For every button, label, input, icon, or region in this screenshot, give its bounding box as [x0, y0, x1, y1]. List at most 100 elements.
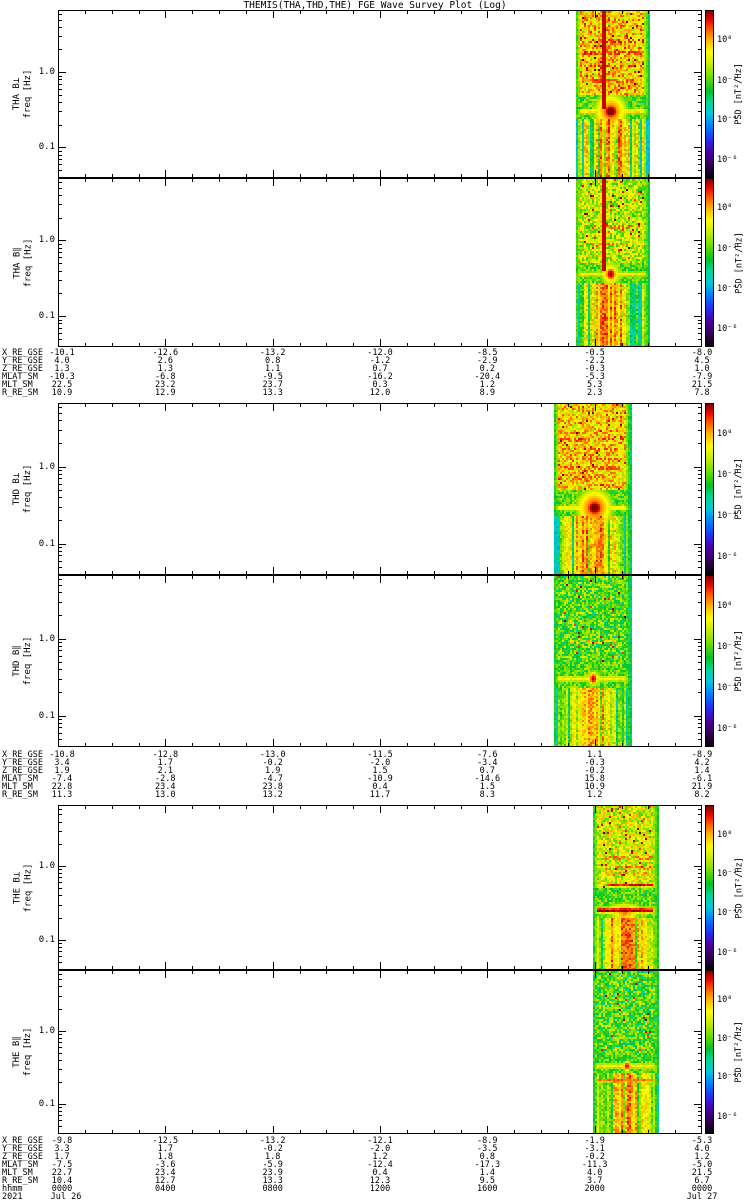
ephemeris-row-label: Z_RE_GSE	[2, 364, 43, 374]
ephemeris-value: -17.3	[474, 1160, 501, 1170]
ephemeris-value: -12.0	[367, 348, 393, 358]
colorbar-tick-label: 10⁻⁶	[717, 155, 738, 166]
ephemeris-value: -7.6	[477, 750, 498, 760]
colorbar-tick-label: 10⁻⁴	[717, 115, 738, 126]
ephemeris-value: 22.8	[51, 782, 73, 792]
ephemeris-value: -2.2	[584, 356, 605, 366]
ephemeris-value: 23.8	[262, 782, 283, 792]
ephemeris-value: 1.2	[587, 790, 603, 800]
ephemeris-value: -11.5	[367, 750, 393, 760]
ephemeris-value: 0.7	[372, 364, 388, 374]
ephemeris-value: 0.8	[265, 356, 281, 366]
ephemeris-value: 15.8	[584, 774, 605, 784]
ephemeris-value: 2.1	[157, 766, 173, 776]
thd-bpar-axis-label: THD B∥ freq [Hz]	[12, 575, 36, 747]
freq-axis-label: freq [Hz]	[23, 1027, 33, 1077]
ephemeris-value: 0.7	[479, 766, 495, 776]
ephemeris-row-label: R_RE_SM	[2, 1176, 38, 1186]
colorbar-tick-label: 10⁻⁴	[717, 510, 738, 521]
ephemeris-value: 2.3	[587, 388, 603, 398]
ephemeris-value: 1.3	[157, 364, 173, 374]
ephemeris-value: -3.4	[477, 758, 498, 768]
ephemeris-row-label: X_RE_GSE	[2, 1136, 43, 1146]
ephemeris-value: 1.2	[479, 380, 495, 390]
tha-bpar-axis-label: THA B∥ freq [Hz]	[12, 178, 36, 347]
ephemeris-value: -11.3	[581, 1160, 608, 1170]
colorbar-tick-label: 10⁻²	[717, 470, 738, 481]
ephemeris-value: -0.2	[262, 1144, 283, 1154]
panel-name-label: THE B⊥	[12, 871, 22, 904]
freq-tick-label: 1.0	[38, 1025, 55, 1036]
ephemeris-value: -8.9	[477, 1136, 498, 1146]
ephemeris-value: 5.3	[587, 380, 603, 390]
ephemeris-value: -12.4	[367, 1160, 393, 1170]
ephemeris-value: 1.7	[157, 758, 173, 768]
ephemeris-value: 1.9	[265, 766, 281, 776]
ephemeris-row-label: Z_RE_GSE	[2, 1152, 43, 1162]
time-tick-label: 2000	[584, 1184, 605, 1194]
ephemeris-value: -3.6	[155, 1160, 176, 1170]
ephemeris-value: 1.4	[479, 1168, 495, 1178]
ephemeris-value: 21.5	[691, 380, 713, 390]
colorbar-axis-label: PSD [nT²/Hz]	[734, 231, 744, 294]
colorbar-tick-label: 10⁰	[717, 600, 733, 611]
freq-axis-label: freq [Hz]	[23, 636, 33, 686]
colorbar-axis-label: PSD [nT²/Hz]	[734, 630, 744, 692]
ephemeris-row-label: MLT_SM	[2, 782, 33, 792]
ephemeris-value: 23.4	[155, 1168, 176, 1178]
year-label: 2021	[2, 1192, 23, 1200]
ephemeris-value: -7.5	[51, 1160, 73, 1170]
colorbar-tick-label: 10⁻⁶	[717, 947, 738, 958]
colorbar-tick-label: 10⁻⁶	[717, 723, 738, 734]
ephemeris-value: 4.0	[694, 1144, 710, 1154]
freq-axis-label: freq [Hz]	[23, 464, 33, 514]
ephemeris-value: 4.5	[694, 356, 710, 366]
ephemeris-value: 1.1	[265, 364, 281, 374]
ephemeris-value: 3.3	[54, 1144, 70, 1154]
thd-bpar-spectrogram	[58, 575, 702, 747]
tha-bpar-spectrogram	[58, 178, 702, 347]
ephemeris-value: 4.2	[694, 758, 710, 768]
colorbar-tick-label: 10⁻⁴	[717, 1072, 738, 1083]
the-bpar-axis-label: THE B∥ freq [Hz]	[12, 970, 36, 1134]
ephemeris-value: 23.7	[262, 380, 283, 390]
ephemeris-value: 1.0	[694, 364, 710, 374]
ephemeris-value: 1.7	[157, 1144, 173, 1154]
ephemeris-value: -0.2	[262, 758, 283, 768]
ephemeris-row-label: X_RE_GSE	[2, 348, 43, 358]
start-date-label: Jul 26	[50, 1192, 82, 1200]
ephemeris-value: 4.0	[587, 1168, 603, 1178]
thd-bperp-axis-label: THD B⊥ freq [Hz]	[12, 403, 36, 575]
colorbar-axis-label: PSD [nT²/Hz]	[734, 856, 744, 919]
ephemeris-value: -8.0	[691, 348, 713, 358]
ephemeris-value: -13.2	[259, 1136, 286, 1146]
ephemeris-value: -16.2	[367, 372, 393, 382]
colorbar-tick-label: 10⁻⁴	[717, 908, 738, 919]
freq-tick-label: 1.0	[38, 67, 55, 78]
ephemeris-value: -9.5	[262, 372, 283, 382]
end-date-label: Jul 27	[686, 1192, 718, 1200]
colorbar-tick-label: 10⁻⁴	[717, 283, 738, 294]
freq-tick-label: 0.1	[38, 311, 55, 322]
ephemeris-value: -10.1	[49, 348, 75, 358]
ephemeris-value: -5.0	[691, 1160, 713, 1170]
thd-bperp-spectrogram	[58, 403, 702, 575]
time-tick-label: 0000	[51, 1184, 73, 1194]
ephemeris-value: 4.0	[54, 356, 70, 366]
thd-bperp-colorbar	[705, 403, 714, 575]
the-bperp-spectrogram	[58, 805, 702, 970]
ephemeris-value: 1.8	[157, 1152, 173, 1162]
colorbar-axis-label: PSD [nT²/Hz]	[734, 1021, 744, 1083]
ephemeris-value: -2.0	[369, 1144, 391, 1154]
ephemeris-value: -12.6	[152, 348, 179, 358]
ephemeris-value: 1.3	[54, 364, 70, 374]
ephemeris-value: 10.9	[584, 782, 605, 792]
ephemeris-value: 0.3	[372, 380, 388, 390]
time-tick-label: 0000	[691, 1184, 713, 1194]
ephemeris-value: 22.7	[51, 1168, 73, 1178]
ephemeris-value: 0.4	[372, 782, 388, 792]
freq-tick-label: 1.0	[38, 235, 55, 246]
ephemeris-row-label: MLAT_SM	[2, 372, 38, 382]
ephemeris-value: -6.1	[691, 774, 713, 784]
